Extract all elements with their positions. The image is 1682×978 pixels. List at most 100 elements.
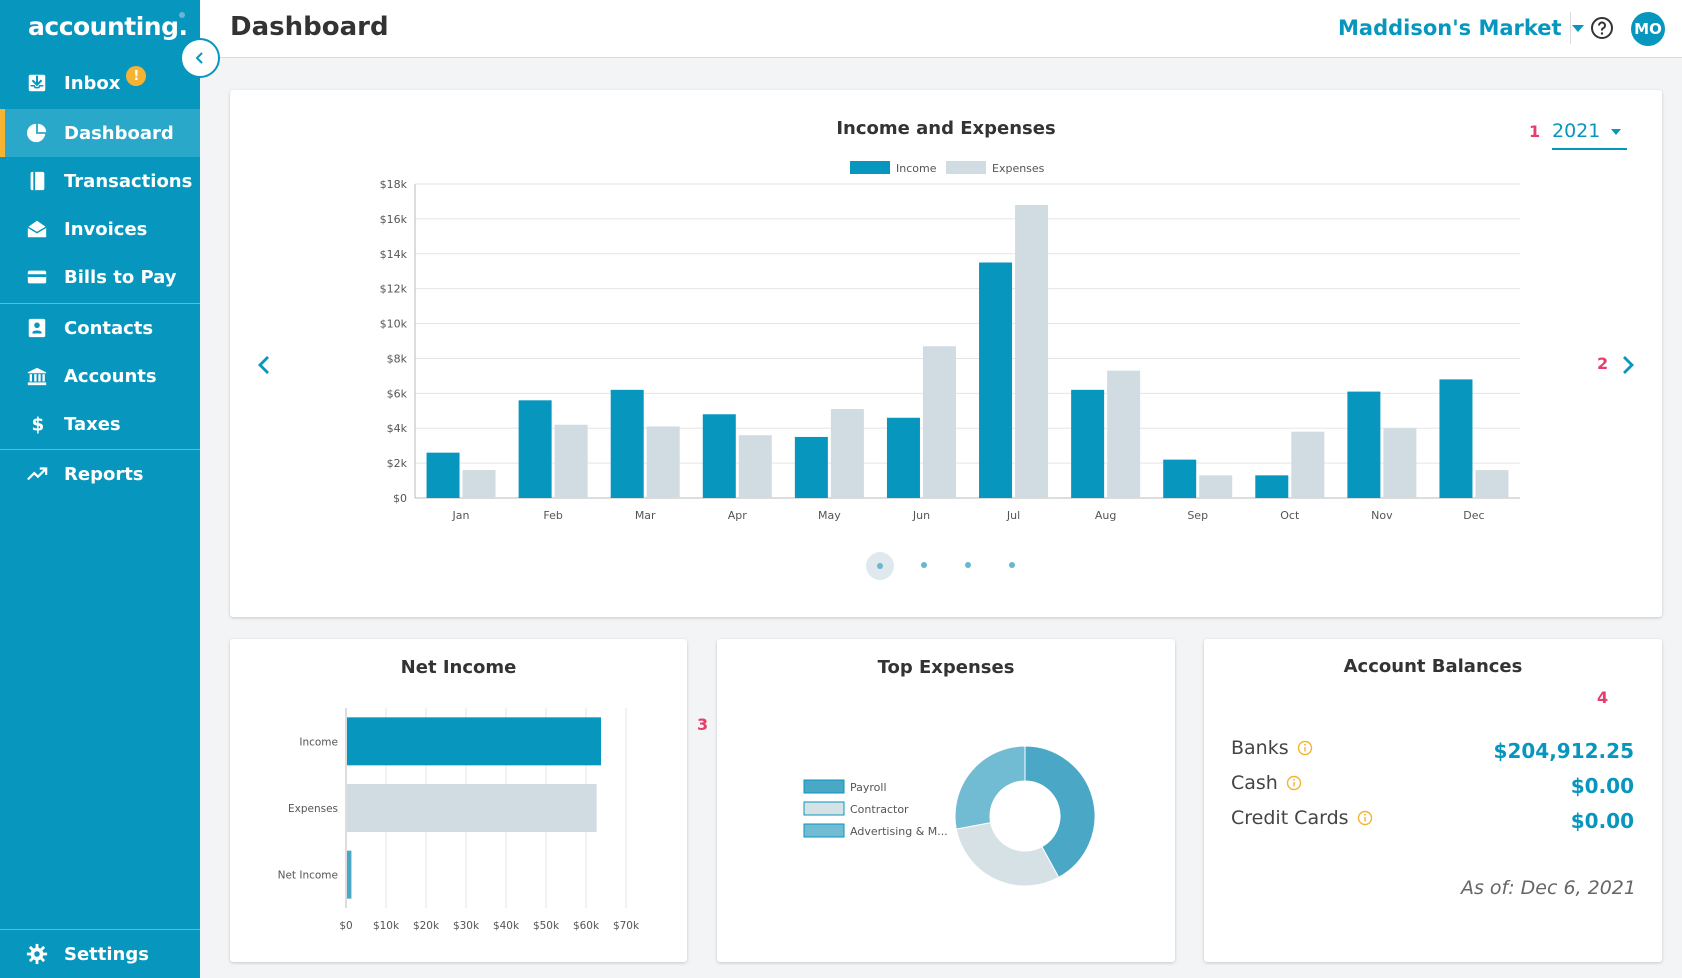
legend-swatch bbox=[803, 823, 845, 838]
income-bar-apr[interactable] bbox=[702, 414, 736, 498]
expenses-bar-aug[interactable] bbox=[1107, 370, 1141, 498]
x-tick-label: May bbox=[818, 509, 841, 522]
x-tick-label: Nov bbox=[1371, 509, 1393, 522]
avatar[interactable]: MO bbox=[1631, 12, 1665, 46]
pie-slice-2[interactable] bbox=[954, 745, 1026, 830]
net-bar-income[interactable] bbox=[347, 717, 601, 766]
expenses-bar-jan[interactable] bbox=[462, 470, 496, 498]
expenses-bar-sep[interactable] bbox=[1199, 475, 1233, 498]
top-expenses-chart: Payroll Contractor Advertising & M... bbox=[803, 745, 1096, 887]
expenses-bar-mar[interactable] bbox=[646, 426, 680, 498]
gear-icon bbox=[26, 943, 48, 965]
top-header: Dashboard Maddison's Market MO bbox=[200, 0, 1682, 58]
expenses-bar-jul[interactable] bbox=[1015, 204, 1049, 498]
y-tick-label: Expenses bbox=[288, 803, 338, 815]
x-tick-label: Sep bbox=[1187, 509, 1208, 522]
sidebar-item-label: Contacts bbox=[64, 317, 154, 339]
carousel-dot-2[interactable] bbox=[921, 562, 927, 568]
company-selector[interactable]: Maddison's Market bbox=[1338, 16, 1584, 40]
sidebar-item-label: Accounts bbox=[64, 365, 157, 387]
income-bar-sep[interactable] bbox=[1163, 459, 1197, 498]
x-tick-label: $0 bbox=[339, 920, 352, 932]
legend-label-expenses: Expenses bbox=[992, 162, 1045, 175]
carousel-dot-1[interactable] bbox=[866, 552, 894, 580]
income-bar-oct[interactable] bbox=[1255, 475, 1289, 498]
sidebar-item-taxes[interactable]: $ Taxes bbox=[0, 400, 200, 448]
info-icon[interactable] bbox=[1286, 775, 1302, 791]
sidebar-item-reports[interactable]: Reports bbox=[0, 450, 200, 498]
sidebar-item-inbox[interactable]: Inbox ! bbox=[0, 59, 200, 107]
help-icon[interactable] bbox=[1590, 16, 1614, 40]
income-bar-dec[interactable] bbox=[1439, 379, 1473, 498]
header-separator bbox=[1570, 12, 1571, 44]
sidebar-item-bills-to-pay[interactable]: Bills to Pay bbox=[0, 253, 200, 301]
y-tick-label: $14k bbox=[380, 248, 408, 261]
pie-slice-1[interactable] bbox=[955, 821, 1060, 887]
net-bar-expenses[interactable] bbox=[347, 784, 597, 832]
sidebar-item-dashboard[interactable]: Dashboard bbox=[0, 109, 200, 157]
sidebar-item-label: Invoices bbox=[64, 218, 148, 240]
app-logo[interactable]: accounting. bbox=[28, 12, 188, 41]
expenses-bar-jun[interactable] bbox=[922, 346, 956, 498]
carousel-prev-button[interactable] bbox=[250, 351, 278, 379]
sidebar-item-accounts[interactable]: Accounts bbox=[0, 352, 200, 400]
sidebar-item-invoices[interactable]: Invoices bbox=[0, 205, 200, 253]
income-bar-aug[interactable] bbox=[1071, 389, 1105, 498]
y-tick-label: Income bbox=[299, 736, 338, 748]
sidebar-item-transactions[interactable]: Transactions bbox=[0, 157, 200, 205]
book-icon bbox=[30, 171, 45, 191]
sidebar-item-contacts[interactable]: Contacts bbox=[0, 304, 200, 352]
pie-slice-0[interactable] bbox=[1024, 745, 1096, 879]
balances-as-of-date: As of: Dec 6, 2021 bbox=[1460, 877, 1636, 899]
expenses-bar-dec[interactable] bbox=[1475, 470, 1509, 498]
balance-value: $0.00 bbox=[1570, 774, 1634, 798]
income-bar-jan[interactable] bbox=[426, 452, 460, 498]
income-bar-jun[interactable] bbox=[886, 417, 920, 498]
sidebar-item-settings[interactable]: Settings bbox=[0, 930, 200, 978]
chevron-down-icon bbox=[1571, 24, 1584, 32]
balance-row-credit-cards[interactable]: Credit Cards $0.00 bbox=[1204, 807, 1662, 837]
expenses-bar-feb[interactable] bbox=[554, 424, 588, 498]
collapse-sidebar-button[interactable] bbox=[180, 38, 220, 78]
info-icon[interactable] bbox=[1357, 810, 1373, 826]
x-tick-label: Apr bbox=[728, 509, 748, 522]
y-tick-label: $16k bbox=[380, 213, 408, 226]
sidebar-divider bbox=[0, 449, 200, 450]
net-bar-net-income[interactable] bbox=[347, 850, 352, 899]
x-tick-label: $30k bbox=[453, 920, 480, 932]
income-bar-nov[interactable] bbox=[1347, 391, 1381, 498]
balance-row-cash[interactable]: Cash $0.00 bbox=[1204, 772, 1662, 802]
net-income-chart: $0 $10k $20k $30k $40k $50k $60k $70k Income Expe… bbox=[278, 708, 640, 932]
annotation-marker: 4 bbox=[1597, 688, 1609, 707]
envelope-open-icon bbox=[27, 220, 47, 238]
svg-text:$: $ bbox=[32, 414, 45, 435]
income-bar-may[interactable] bbox=[794, 436, 828, 498]
income-bar-mar[interactable] bbox=[610, 389, 644, 498]
sidebar-item-label: Transactions bbox=[64, 170, 193, 192]
legend-label: Payroll bbox=[850, 781, 887, 794]
carousel-next-button[interactable] bbox=[1614, 351, 1642, 379]
y-tick-label: Net Income bbox=[278, 870, 338, 882]
credit-card-icon bbox=[27, 270, 47, 284]
bank-icon bbox=[27, 367, 47, 386]
carousel-dot-3[interactable] bbox=[965, 562, 971, 568]
y-tick-label: $18k bbox=[380, 178, 408, 191]
sidebar-item-label: Inbox bbox=[64, 72, 121, 94]
x-tick-label: Aug bbox=[1095, 509, 1116, 522]
expenses-bar-may[interactable] bbox=[830, 409, 864, 498]
expenses-bar-oct[interactable] bbox=[1291, 431, 1325, 498]
top-expenses-card: Top Expenses bbox=[717, 639, 1175, 962]
income-bar-feb[interactable] bbox=[518, 400, 552, 498]
x-tick-label: $50k bbox=[533, 920, 560, 932]
year-select[interactable]: 2021 bbox=[1552, 118, 1627, 150]
carousel-dot-4[interactable] bbox=[1009, 562, 1015, 568]
balance-row-banks[interactable]: Banks $204,912.25 bbox=[1204, 737, 1662, 767]
sidebar-divider bbox=[0, 929, 200, 930]
info-icon[interactable] bbox=[1297, 740, 1313, 756]
expenses-bar-nov[interactable] bbox=[1383, 428, 1417, 498]
expenses-bar-apr[interactable] bbox=[738, 435, 772, 498]
chevron-down-icon bbox=[1611, 129, 1621, 135]
x-tick-label: Feb bbox=[543, 509, 562, 522]
income-bar-jul[interactable] bbox=[979, 262, 1013, 499]
dashboard-pie-icon bbox=[26, 123, 47, 143]
